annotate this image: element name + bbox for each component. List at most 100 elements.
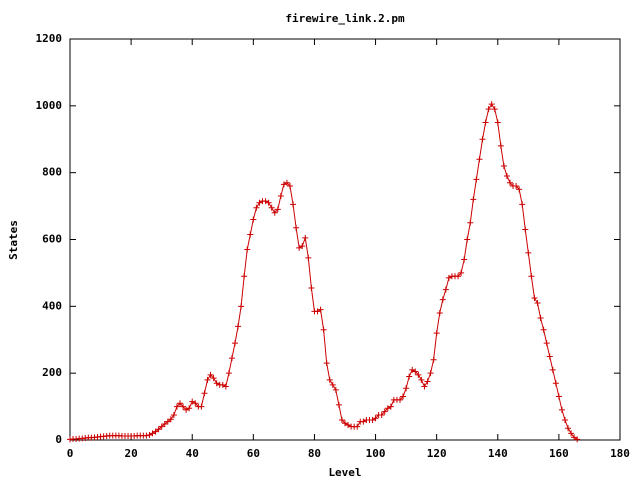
point-marker: [265, 199, 272, 206]
point-marker: [317, 306, 324, 313]
point-marker: [381, 408, 388, 415]
point-marker: [213, 380, 220, 387]
x-tick-label: 0: [67, 447, 74, 460]
point-marker: [296, 244, 303, 251]
point-marker: [274, 206, 281, 213]
point-marker: [287, 183, 293, 190]
point-marker: [290, 201, 297, 208]
point-marker: [519, 201, 526, 208]
point-marker: [360, 418, 367, 425]
point-marker: [549, 366, 556, 373]
point-marker: [335, 401, 342, 408]
point-marker: [500, 162, 507, 169]
x-axis-label: Level: [328, 466, 361, 479]
point-marker: [513, 183, 520, 190]
point-marker: [238, 303, 245, 310]
point-marker: [467, 219, 474, 226]
point-marker: [192, 400, 199, 407]
x-tick-label: 20: [124, 447, 137, 460]
point-marker: [552, 380, 559, 387]
point-marker: [280, 181, 287, 188]
point-marker: [320, 326, 327, 333]
point-marker: [574, 436, 581, 443]
point-marker: [442, 286, 449, 293]
point-marker: [488, 101, 495, 108]
point-marker: [308, 284, 315, 291]
point-marker: [323, 360, 330, 367]
point-marker: [268, 204, 275, 211]
point-marker: [155, 426, 162, 433]
point-marker: [537, 315, 544, 322]
point-marker: [210, 375, 217, 382]
y-tick-label: 0: [55, 433, 62, 446]
point-marker: [470, 196, 477, 203]
point-marker: [338, 416, 345, 423]
point-marker: [204, 376, 211, 383]
point-marker: [516, 186, 523, 193]
point-marker: [546, 353, 553, 360]
x-tick-label: 40: [186, 447, 199, 460]
point-marker: [250, 216, 257, 223]
point-marker: [525, 249, 532, 256]
plot-frame: [69, 38, 621, 441]
y-tick-label: 200: [42, 366, 62, 379]
point-marker: [458, 269, 465, 276]
y-tick-label: 1200: [36, 32, 63, 45]
point-marker: [439, 296, 446, 303]
point-marker: [503, 173, 510, 180]
point-marker: [201, 390, 208, 397]
point-marker: [225, 370, 232, 377]
point-marker: [247, 231, 254, 238]
x-tick-label: 120: [427, 447, 447, 460]
point-marker: [415, 371, 422, 378]
point-marker: [528, 273, 535, 280]
point-marker: [232, 340, 238, 347]
point-marker: [183, 406, 190, 413]
x-tick-label: 100: [366, 447, 386, 460]
point-marker: [409, 366, 416, 373]
point-marker: [164, 418, 171, 425]
point-marker: [207, 371, 214, 378]
point-marker: [378, 411, 385, 418]
point-marker: [562, 416, 568, 423]
point-marker: [256, 199, 263, 206]
point-marker: [476, 156, 483, 163]
point-marker: [384, 405, 391, 412]
point-marker: [485, 106, 492, 113]
point-marker: [482, 119, 489, 126]
point-marker: [372, 415, 379, 422]
y-axis-label: States: [7, 220, 20, 260]
point-marker: [342, 420, 348, 427]
point-marker: [445, 274, 452, 281]
point-marker: [277, 193, 284, 200]
point-marker: [455, 273, 462, 280]
point-marker: [146, 431, 153, 438]
point-marker: [406, 373, 413, 380]
point-marker: [464, 236, 471, 243]
point-marker: [427, 370, 434, 377]
point-marker: [186, 405, 193, 412]
point-marker: [262, 198, 269, 205]
point-marker: [283, 179, 290, 186]
y-tick-label: 400: [42, 299, 62, 312]
point-marker: [387, 403, 394, 410]
point-marker: [180, 403, 187, 410]
point-marker: [299, 243, 306, 250]
point-marker: [436, 310, 443, 317]
point-marker: [228, 355, 235, 362]
x-tick-label: 160: [549, 447, 569, 460]
point-marker: [314, 308, 321, 315]
series-line: [69, 103, 578, 440]
point-marker: [571, 434, 578, 441]
point-marker: [177, 400, 183, 407]
point-marker: [302, 234, 309, 241]
y-tick-label: 600: [42, 233, 62, 246]
x-tick-label: 60: [247, 447, 260, 460]
point-marker: [161, 420, 168, 427]
x-tick-label: 140: [488, 447, 508, 460]
point-marker: [424, 378, 431, 385]
point-marker: [479, 136, 486, 143]
point-marker: [235, 323, 242, 330]
chart-title: firewire_link.2.pm: [285, 12, 405, 25]
